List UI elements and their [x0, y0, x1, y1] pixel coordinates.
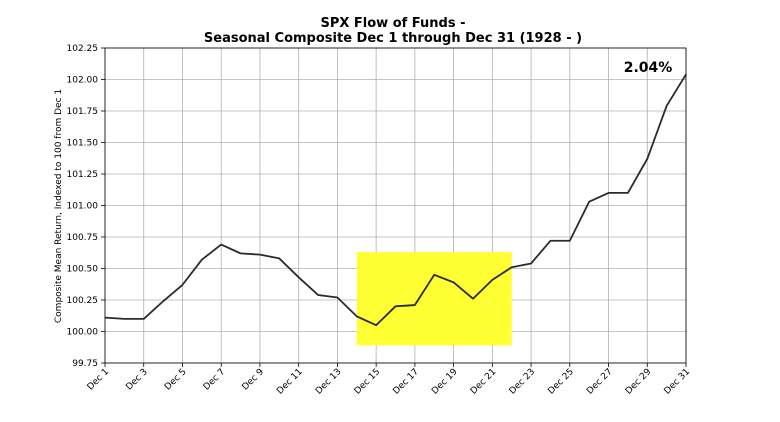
- x-tick-label: Dec 15: [353, 367, 383, 397]
- x-tick-label: Dec 27: [585, 367, 615, 397]
- x-tick-label: Dec 13: [314, 367, 344, 397]
- x-tick-label: Dec 29: [624, 367, 654, 397]
- x-tick-label: Dec 7: [202, 367, 227, 392]
- y-tick-label: 101.25: [67, 170, 99, 180]
- y-tick-label: 101.75: [67, 107, 99, 117]
- x-tick-label: Dec 31: [663, 367, 693, 397]
- x-tick-label: Dec 21: [469, 367, 499, 397]
- x-tick-label: Dec 17: [391, 367, 421, 397]
- y-tick-label: 101.50: [67, 139, 99, 149]
- x-tick-label: Dec 25: [546, 367, 576, 397]
- series-line: [104, 73, 687, 327]
- y-tick-label: 101.00: [67, 202, 99, 212]
- y-tick-label: 100.00: [67, 328, 99, 338]
- x-tick-label: Dec 1: [86, 367, 111, 392]
- y-axis-label: Composite Mean Return, Indexed to 100 fr…: [54, 89, 64, 323]
- y-tick-label: 100.75: [67, 233, 99, 243]
- x-tick-label: Dec 23: [508, 367, 538, 397]
- y-tick-label: 102.00: [67, 76, 99, 86]
- x-tick-label: Dec 9: [241, 367, 267, 393]
- total-return-annotation: 2.04%: [624, 60, 673, 76]
- x-tick-label: Dec 19: [430, 367, 460, 397]
- y-tick-label: 100.25: [67, 296, 99, 306]
- y-tick-label: 100.50: [67, 265, 99, 275]
- x-tick-label: Dec 5: [163, 367, 188, 392]
- x-tick-label: Dec 3: [124, 367, 149, 392]
- x-tick-label: Dec 11: [275, 367, 305, 397]
- chart-subtitle: Seasonal Composite Dec 1 through Dec 31 …: [204, 31, 582, 46]
- highlight-box: [356, 252, 512, 346]
- y-tick-label: 102.25: [67, 44, 99, 54]
- chart-title: SPX Flow of Funds -: [320, 16, 465, 31]
- y-tick-label: 99.75: [72, 359, 98, 369]
